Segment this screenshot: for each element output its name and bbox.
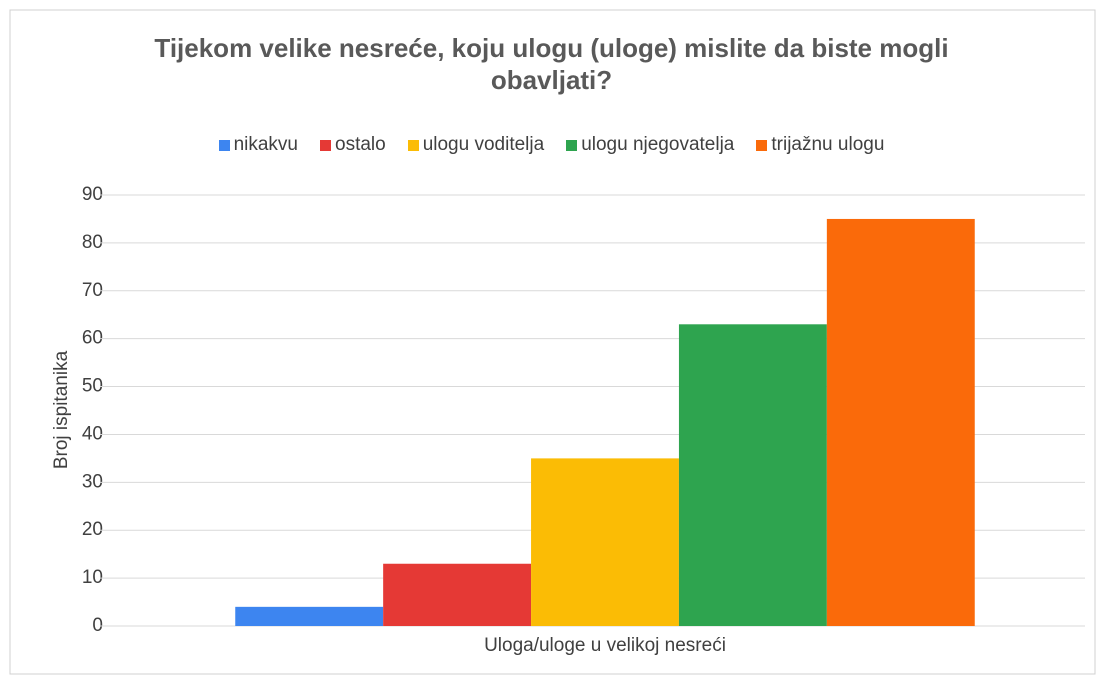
legend-swatch — [407, 139, 419, 151]
chart-border — [9, 9, 1096, 675]
legend-item: trijažnu ulogu — [756, 134, 884, 156]
bar — [678, 324, 827, 626]
bar — [826, 218, 975, 626]
y-tick-label: 70 — [82, 280, 103, 301]
bar — [531, 458, 679, 626]
y-tick-label: 30 — [82, 471, 103, 492]
y-tick-label: 40 — [82, 423, 103, 444]
y-axis-label: Broj ispitanika — [51, 350, 72, 469]
y-tick-label: 10 — [82, 567, 103, 588]
y-tick-label: 90 — [82, 184, 103, 205]
legend-swatch — [320, 139, 331, 151]
legend-item: ulogu njegovatelja — [566, 134, 734, 156]
y-tick-label: 80 — [82, 232, 103, 253]
y-tick-label: 20 — [82, 519, 103, 540]
legend-item: nikakvu — [218, 134, 298, 156]
legend-item: ulogu voditelja — [407, 134, 545, 156]
legend-label: trijažnu ulogu — [771, 134, 885, 155]
y-tick-label: 0 — [92, 615, 103, 636]
legend-label: ostalo — [335, 134, 386, 155]
legend-label: nikakvu — [233, 134, 298, 155]
legend-label: ulogu voditelja — [422, 134, 545, 155]
bar — [383, 563, 532, 626]
legend-swatch — [756, 139, 768, 151]
legend-swatch — [218, 139, 230, 151]
legend-item: ostalo — [320, 134, 386, 156]
y-tick-label: 50 — [82, 376, 103, 397]
bar — [235, 606, 384, 626]
chart-title: Tijekom velike nesreće, koju ulogu (ulog… — [154, 33, 949, 95]
title-box: Tijekom velike nesreće, koju ulogu (ulog… — [0, 32, 1103, 96]
y-tick-label: 60 — [82, 328, 103, 349]
x-tick-label: Uloga/uloge u velikoj nesreći — [484, 635, 726, 656]
legend-swatch — [566, 139, 578, 151]
legend-label: ulogu njegovatelja — [581, 134, 735, 155]
legend: nikakvu ostalo ulogu voditelja ulogu njegov… — [0, 134, 1103, 156]
